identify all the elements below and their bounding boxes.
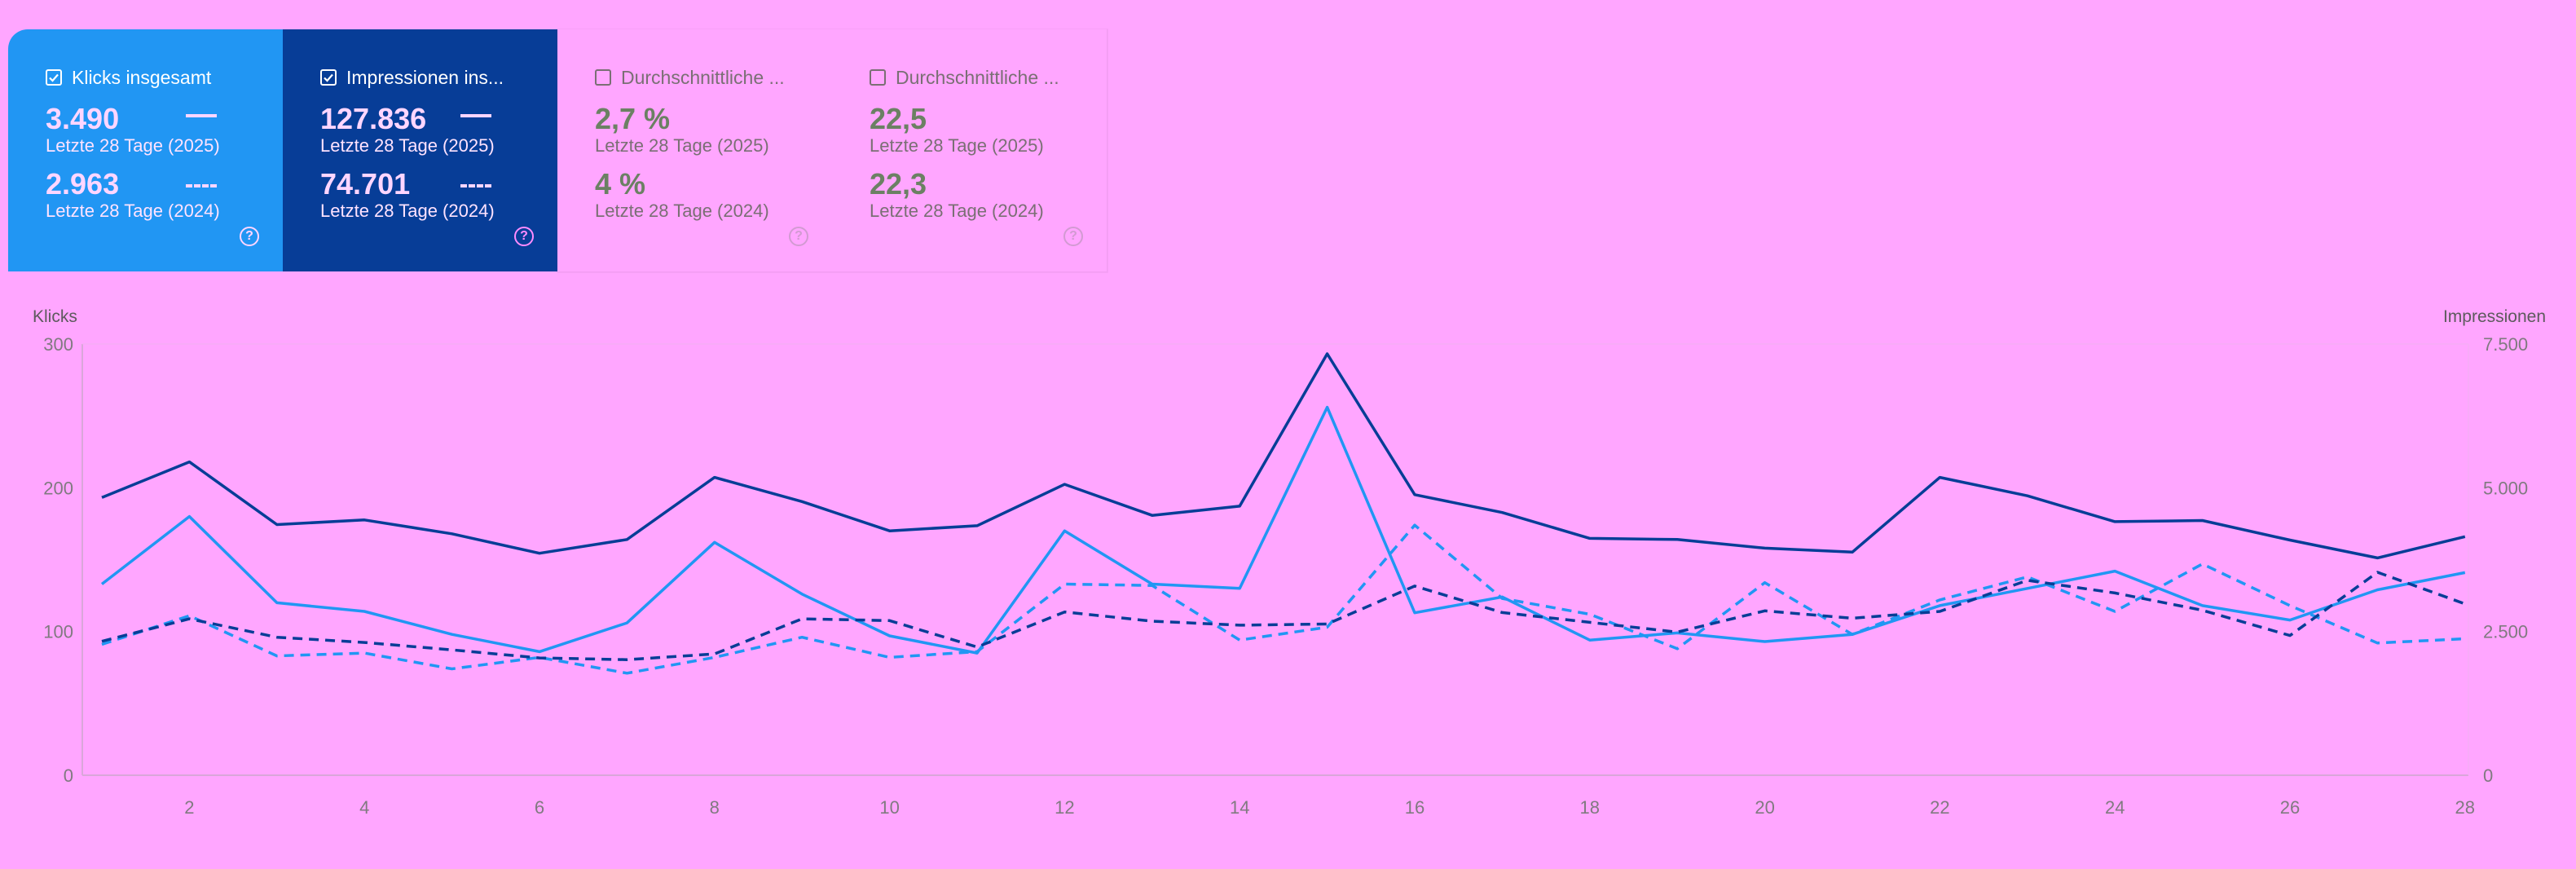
metric-card-clicks[interactable]: Klicks insgesamt 3.490 Letzte 28 Tage (2… [8, 29, 283, 271]
y-tick-label-right: 0 [2483, 765, 2493, 786]
metric-value-previous: 2.963 [46, 167, 120, 201]
help-icon[interactable]: ? [514, 227, 534, 246]
metric-period-previous: Letzte 28 Tage (2024) [320, 201, 495, 221]
y-tick-label-left: 100 [43, 622, 73, 642]
x-tick-label: 24 [2105, 797, 2125, 818]
metric-period-previous: Letzte 28 Tage (2024) [595, 201, 769, 221]
metric-period-current: Letzte 28 Tage (2025) [46, 135, 220, 156]
metric-name: Durchschnittliche ... [896, 66, 1059, 88]
metric-name: Impressionen ins... [346, 66, 504, 88]
metric-value-current: 22,5 [870, 102, 927, 135]
solid-line-legend-icon [460, 114, 491, 117]
y-tick-label-right: 5.000 [2483, 478, 2528, 498]
dashed-line-legend-icon [186, 184, 217, 187]
x-tick-label: 22 [1930, 797, 1949, 818]
x-tick-label: 28 [2455, 797, 2475, 818]
x-tick-label: 26 [2280, 797, 2300, 818]
metric-card-ctr[interactable]: Durchschnittliche ... 2,7 % Letzte 28 Ta… [557, 29, 832, 271]
metric-card-impressions[interactable]: Impressionen ins... 127.836 Letzte 28 Ta… [283, 29, 557, 271]
impressions-2025-line [101, 352, 2466, 560]
metric-period-previous: Letzte 28 Tage (2024) [870, 201, 1044, 221]
x-tick-label: 16 [1405, 797, 1425, 818]
clicks-2025-line [100, 405, 2466, 655]
x-tick-label: 6 [535, 797, 544, 818]
x-tick-label: 14 [1230, 797, 1249, 818]
metric-period-previous: Letzte 28 Tage (2024) [46, 201, 220, 221]
metric-value-current: 127.836 [320, 102, 427, 135]
checkbox-checked-icon[interactable] [320, 69, 337, 86]
y-tick-label-left: 200 [43, 478, 73, 498]
dashed-line-legend-icon [460, 184, 491, 187]
help-icon[interactable]: ? [240, 227, 259, 246]
x-tick-label: 2 [184, 797, 194, 818]
metric-period-current: Letzte 28 Tage (2025) [595, 135, 769, 156]
y-axis-left-title: Klicks [33, 307, 77, 326]
clicks-2024-line [101, 523, 2465, 675]
impressions-2024-line [101, 571, 2466, 661]
metric-period-current: Letzte 28 Tage (2025) [320, 135, 495, 156]
metric-period-current: Letzte 28 Tage (2025) [870, 135, 1044, 156]
checkbox-unchecked-icon[interactable] [870, 69, 886, 86]
metric-value-current: 3.490 [46, 102, 120, 135]
x-tick-label: 12 [1055, 797, 1074, 818]
y-tick-label-right: 2.500 [2483, 622, 2528, 642]
metric-name: Durchschnittliche ... [621, 66, 785, 88]
metric-card-position[interactable]: Durchschnittliche ... 22,5 Letzte 28 Tag… [832, 29, 1107, 271]
metric-value-previous: 4 % [595, 167, 646, 201]
x-tick-label: 10 [879, 797, 899, 818]
x-tick-label: 4 [359, 797, 369, 818]
metric-value-current: 2,7 % [595, 102, 671, 135]
x-tick-label: 20 [1755, 797, 1774, 818]
x-tick-label: 18 [1580, 797, 1600, 818]
metric-name: Klicks insgesamt [72, 66, 212, 88]
y-tick-label-right: 7.500 [2483, 334, 2528, 355]
metric-cards: Klicks insgesamt 3.490 Letzte 28 Tage (2… [8, 29, 1107, 272]
help-icon[interactable]: ? [789, 227, 808, 246]
x-tick-label: 8 [710, 797, 720, 818]
checkbox-checked-icon[interactable] [46, 69, 62, 86]
metric-value-previous: 74.701 [320, 167, 411, 201]
y-tick-label-left: 300 [43, 334, 73, 355]
y-tick-label-left: 0 [64, 765, 73, 786]
metric-value-previous: 22,3 [870, 167, 927, 201]
solid-line-legend-icon [186, 114, 217, 117]
checkbox-unchecked-icon[interactable] [595, 69, 611, 86]
y-axis-right-title: Impressionen [2442, 307, 2546, 326]
help-icon[interactable]: ? [1063, 227, 1083, 246]
